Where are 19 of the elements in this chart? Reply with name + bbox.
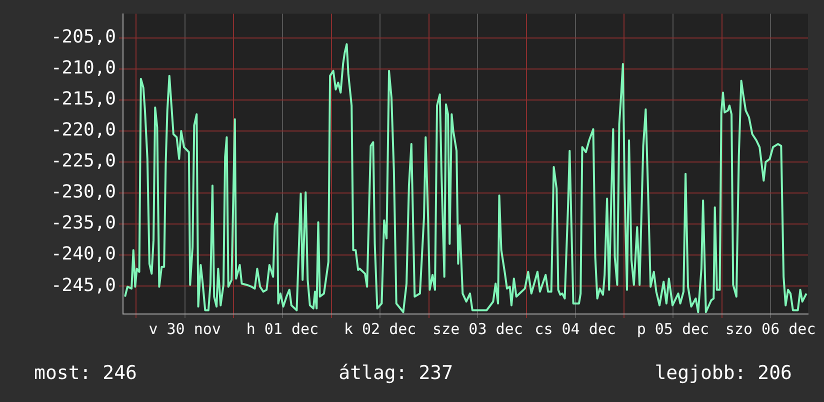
x-tick-label: h 01 dec [246,320,319,338]
y-tick-label: -210,0 [50,58,116,79]
x-tick-label: k 02 dec [344,320,416,338]
x-tick-label: sze 03 dec [432,320,523,338]
y-tick-label: -225,0 [50,150,116,172]
x-tick-label: szo 06 dec [725,320,816,338]
y-tick-label: -205,0 [50,26,116,48]
x-tick-label: v 30 nov [148,320,221,338]
text: most: 246 [34,362,137,384]
y-tick-label: -215,0 [50,88,116,110]
y-tick-label: -235,0 [50,212,116,234]
y-tick-label: -245,0 [50,274,116,296]
x-tick-label: cs 04 dec [534,320,616,338]
y-tick-label: -220,0 [50,120,116,141]
y-tick-label: -230,0 [50,182,116,203]
text: átlag: 237 [338,362,454,384]
text: legjobb: 206 [654,362,792,384]
x-tick-label: p 05 dec [636,320,710,338]
y-tick-label: -240,0 [50,244,116,265]
